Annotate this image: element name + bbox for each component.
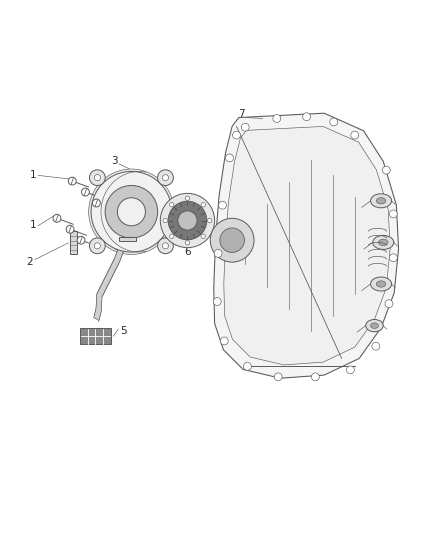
Circle shape [163,219,167,223]
Circle shape [226,154,233,162]
Circle shape [220,337,228,345]
Ellipse shape [371,194,392,208]
Circle shape [185,196,190,200]
Circle shape [213,297,221,305]
Circle shape [162,243,169,249]
Circle shape [233,131,240,139]
Ellipse shape [376,281,386,287]
Circle shape [214,249,222,257]
Text: 2: 2 [26,257,33,267]
Circle shape [274,373,282,381]
Polygon shape [224,126,390,365]
Text: 5: 5 [120,326,127,336]
Circle shape [346,366,354,374]
Ellipse shape [371,277,392,291]
Circle shape [81,188,89,196]
Circle shape [94,175,100,181]
Circle shape [160,193,215,248]
Circle shape [389,254,397,262]
Circle shape [105,185,158,238]
Circle shape [94,243,100,249]
Circle shape [53,214,61,222]
Text: 3: 3 [111,156,118,166]
Circle shape [311,373,319,381]
Circle shape [273,115,281,123]
Circle shape [185,240,190,245]
Ellipse shape [366,319,383,332]
Circle shape [170,203,174,207]
Circle shape [208,219,212,223]
Text: 1: 1 [29,220,36,230]
Circle shape [168,201,207,240]
Circle shape [68,177,76,185]
Circle shape [382,166,390,174]
Text: 7: 7 [238,109,245,119]
Text: 6: 6 [184,247,191,257]
Circle shape [385,300,393,308]
Circle shape [389,210,397,218]
FancyBboxPatch shape [119,237,136,241]
Ellipse shape [373,236,394,249]
Circle shape [89,238,105,254]
Ellipse shape [376,198,386,204]
Text: 4: 4 [114,244,121,254]
Ellipse shape [371,323,378,328]
Circle shape [77,236,85,244]
Circle shape [210,219,254,262]
Circle shape [201,203,205,207]
FancyBboxPatch shape [70,231,77,254]
Circle shape [244,362,251,370]
Circle shape [303,113,311,120]
Ellipse shape [378,239,388,246]
Circle shape [330,118,338,126]
Circle shape [170,234,174,238]
Circle shape [117,198,145,226]
Circle shape [372,342,380,350]
Polygon shape [214,113,399,378]
Circle shape [201,234,205,238]
Circle shape [66,225,74,233]
FancyBboxPatch shape [80,328,111,344]
Circle shape [220,228,244,253]
Circle shape [162,175,169,181]
Circle shape [88,169,174,254]
Circle shape [158,170,173,185]
Circle shape [91,172,172,252]
Circle shape [92,199,100,207]
Circle shape [219,201,226,209]
Circle shape [178,211,197,230]
Circle shape [158,238,173,254]
Circle shape [351,131,359,139]
Polygon shape [94,241,126,320]
Text: 1: 1 [29,169,36,180]
Circle shape [241,123,249,131]
Circle shape [89,170,105,185]
